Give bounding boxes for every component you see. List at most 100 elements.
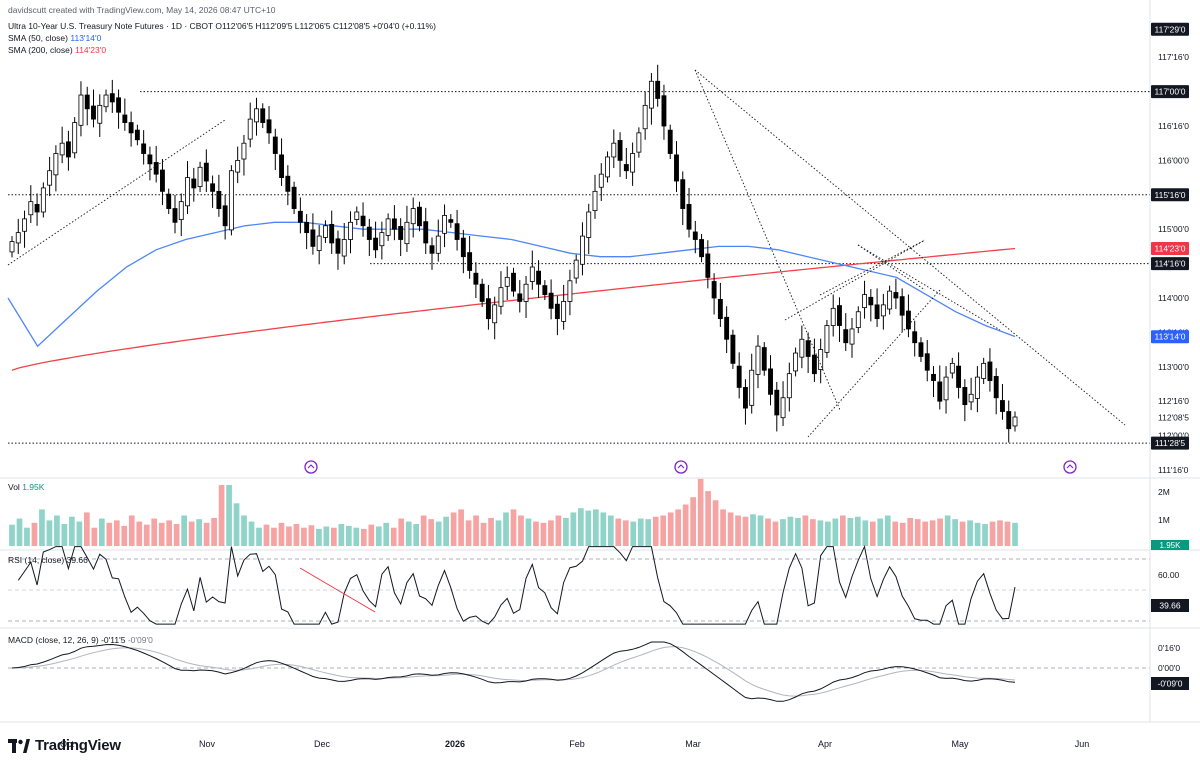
candle[interactable] [968,377,974,411]
candle[interactable] [843,313,849,351]
candle[interactable] [448,214,454,228]
candle[interactable] [91,89,96,128]
candle[interactable] [1012,411,1018,432]
candle[interactable] [711,273,717,315]
candle[interactable] [109,79,115,113]
candle[interactable] [47,156,53,197]
candle[interactable] [348,211,353,254]
candle[interactable] [28,185,34,224]
tradingview-logo[interactable]: TradingView [8,737,121,754]
candle[interactable] [391,205,397,241]
candle[interactable] [360,202,366,237]
candle[interactable] [266,106,272,144]
candle[interactable] [730,329,736,369]
candle[interactable] [285,165,291,206]
candle[interactable] [586,203,592,254]
candle[interactable] [749,353,755,414]
candle[interactable] [918,337,924,362]
candle[interactable] [924,339,930,382]
candle[interactable] [134,124,140,146]
candle[interactable] [837,297,842,343]
candle[interactable] [617,132,623,177]
candle[interactable] [492,296,498,340]
candle[interactable] [811,338,817,382]
event-marker-icon[interactable] [1063,460,1077,474]
candle[interactable] [291,181,297,215]
candle[interactable] [228,165,234,236]
candle[interactable] [178,193,184,237]
candle[interactable] [536,260,542,298]
candle[interactable] [442,204,447,248]
trend-line[interactable] [857,244,1001,331]
candle[interactable] [674,141,679,193]
candle[interactable] [9,236,15,258]
candle[interactable] [686,187,692,238]
candle[interactable] [97,94,103,138]
candle[interactable] [642,91,648,140]
candle[interactable] [329,210,335,254]
candle[interactable] [529,250,535,290]
price-badge[interactable]: 114'16'0 [1151,257,1189,271]
volume-legend[interactable]: Vol 1.95K [8,482,44,492]
candle[interactable] [210,175,216,208]
candle[interactable] [417,201,422,232]
candle[interactable] [573,254,579,284]
sma50-line[interactable] [7,221,1016,348]
candle[interactable] [699,234,704,263]
candle[interactable] [435,219,441,262]
sma200-line[interactable] [11,247,1016,371]
candle[interactable] [254,97,259,136]
candle[interactable] [830,294,836,337]
candle[interactable] [705,240,711,289]
time-axis[interactable]: Oct Nov Dec 2026 Feb Mar Apr May Jun [60,739,1089,749]
candle[interactable] [373,221,379,259]
trend-line[interactable] [807,289,941,438]
candle[interactable] [15,218,21,254]
candle[interactable] [147,146,153,181]
trend-line[interactable] [784,239,926,321]
candle[interactable] [548,279,554,320]
candle[interactable] [22,210,27,248]
trend-line[interactable] [694,69,841,411]
candle[interactable] [153,145,159,183]
candle[interactable] [949,357,955,379]
candle[interactable] [385,213,391,241]
candle[interactable] [323,220,328,243]
candle[interactable] [567,269,573,316]
candle[interactable] [166,188,172,215]
candle[interactable] [410,197,416,238]
price-badge[interactable]: 114'23'0 [1151,242,1189,256]
candle[interactable] [717,282,723,327]
candle[interactable] [454,209,460,251]
candle[interactable] [404,205,410,252]
candle[interactable] [247,102,253,148]
candle[interactable] [523,275,529,318]
candle[interactable] [185,161,190,215]
sma50-legend[interactable]: SMA (50, close) 113'14'0 [8,33,101,43]
candle[interactable] [667,124,673,160]
candle[interactable] [724,306,730,354]
candle[interactable] [160,159,165,206]
candle[interactable] [931,366,936,398]
candle[interactable] [141,130,147,165]
candle[interactable] [598,163,604,201]
candle[interactable] [498,271,504,315]
candle[interactable] [912,320,918,357]
candle[interactable] [40,182,46,218]
candle[interactable] [661,84,667,140]
candle[interactable] [197,161,203,193]
trend-line[interactable] [819,239,926,296]
candle[interactable] [1006,400,1012,443]
candle[interactable] [605,151,610,183]
candle[interactable] [103,89,109,113]
candle[interactable] [862,280,867,319]
candle[interactable] [122,98,128,131]
candle[interactable] [630,142,636,186]
price-badge[interactable]: 113'14'0 [1151,330,1189,344]
candle[interactable] [34,193,40,226]
candle[interactable] [379,221,385,260]
price-badge[interactable]: 111'28'5 [1151,436,1189,450]
candle[interactable] [680,171,686,226]
candle[interactable] [1000,384,1005,420]
